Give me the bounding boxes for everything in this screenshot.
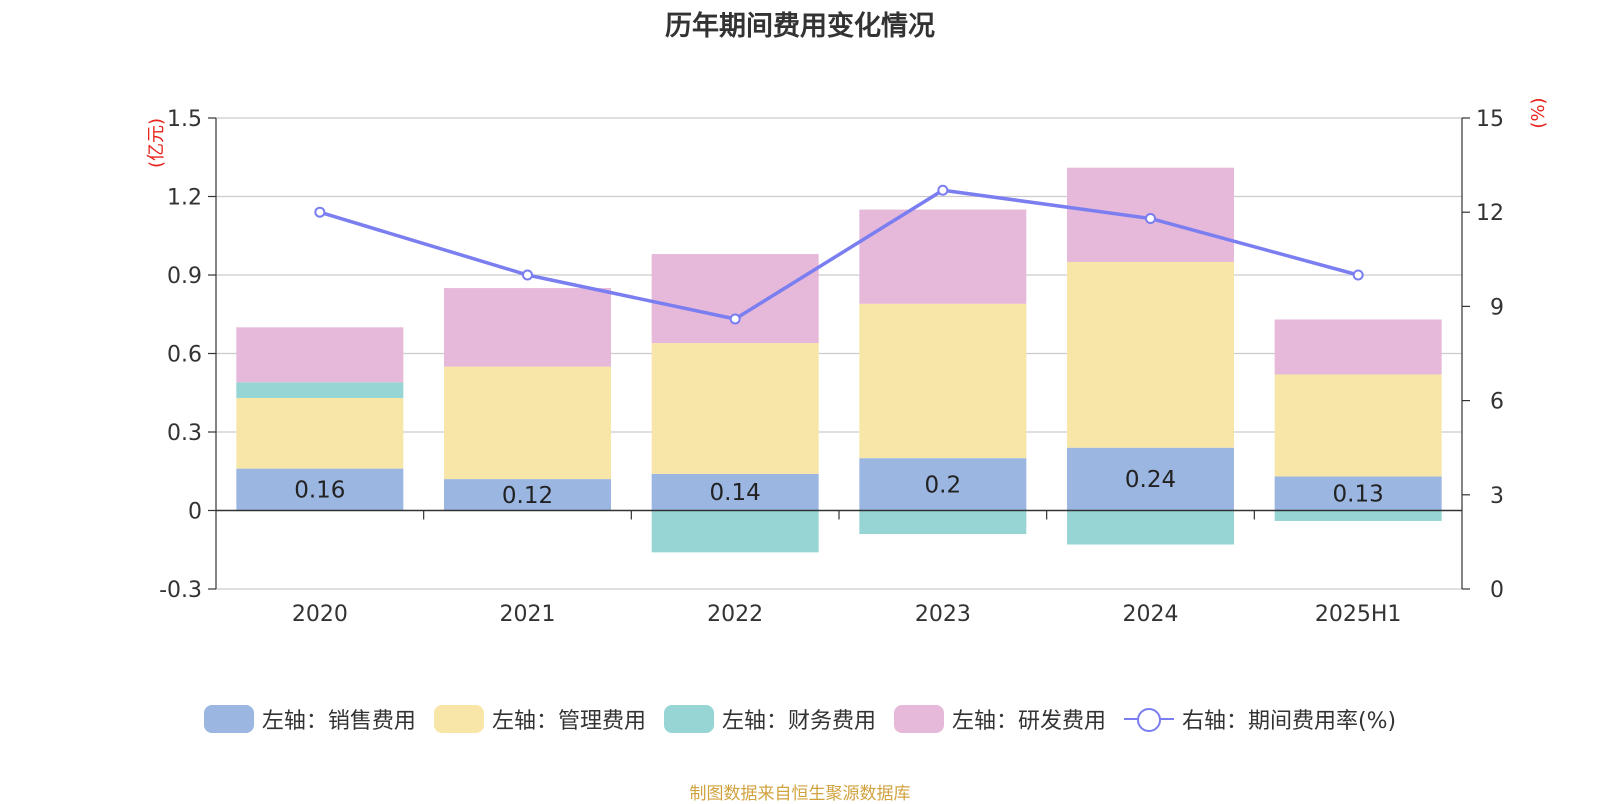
right-axis-tick-label: 6 bbox=[1490, 390, 1504, 415]
source-note: 制图数据来自恒生聚源数据库 bbox=[689, 784, 911, 804]
legend-label-admin: 左轴：管理费用 bbox=[491, 709, 646, 734]
left-axis-tick-label: 0.9 bbox=[167, 264, 202, 289]
bar-segment-1 bbox=[1067, 261, 1234, 448]
bar-segment-2 bbox=[1274, 510, 1442, 521]
right-axis-unit: (%) bbox=[1528, 97, 1549, 128]
right-axis-tick-label: 12 bbox=[1476, 201, 1504, 226]
bar-segment-2 bbox=[236, 382, 404, 398]
expense-rate-point bbox=[522, 269, 533, 281]
expense-rate-point bbox=[937, 184, 949, 196]
legend-label-expense-rate: 右轴：期间费用率(%) bbox=[1181, 709, 1397, 734]
data-label: 0.24 bbox=[1125, 467, 1176, 493]
legend-item-rnd[interactable]: 左轴：研发费用 bbox=[893, 703, 1106, 735]
legend-swatch-sales bbox=[203, 705, 254, 733]
legend-item-finance[interactable]: 左轴：财务费用 bbox=[663, 703, 876, 735]
left-axis-tick-label: 1.5 bbox=[167, 107, 202, 132]
chart-title: 历年期间费用变化情况 bbox=[665, 11, 935, 42]
x-axis-tick-label: 2020 bbox=[292, 602, 348, 627]
bar-segment-1 bbox=[859, 303, 1027, 459]
bar-segment-1 bbox=[236, 397, 404, 469]
left-axis-unit: (亿元) bbox=[146, 118, 167, 168]
x-axis-tick-label: 2024 bbox=[1123, 602, 1179, 627]
bar-segment-2 bbox=[1067, 510, 1234, 545]
bar-segment-1 bbox=[444, 366, 611, 480]
expense-rate-point bbox=[314, 206, 326, 218]
left-axis-tick-label: -0.3 bbox=[159, 578, 202, 603]
bar-segment-3 bbox=[651, 254, 819, 344]
x-axis-tick-label: 2023 bbox=[915, 602, 971, 627]
legend-label-finance: 左轴：财务费用 bbox=[721, 709, 876, 734]
legend-item-expense-rate[interactable]: 右轴：期间费用率(%) bbox=[1123, 703, 1397, 735]
data-label: 0.2 bbox=[925, 472, 962, 498]
legend-swatch-rnd bbox=[893, 705, 944, 733]
bar-segment-0 bbox=[236, 468, 404, 511]
x-axis-tick-label: 2022 bbox=[707, 602, 763, 627]
legend: 左轴：销售费用 左轴：管理费用 左轴：财务费用 左轴：研发费用 右轴：期间费用率… bbox=[0, 703, 1600, 735]
right-axis-tick-label: 3 bbox=[1490, 484, 1504, 509]
left-axis-tick-label: 0.3 bbox=[167, 421, 202, 446]
data-label: 0.12 bbox=[502, 483, 553, 509]
bar-segment-0 bbox=[1274, 476, 1442, 511]
bar-segment-3 bbox=[859, 209, 1027, 304]
right-axis-tick-label: 15 bbox=[1476, 107, 1504, 132]
data-label: 0.13 bbox=[1333, 481, 1384, 507]
bar-segment-3 bbox=[236, 327, 404, 383]
left-axis-tick-label: 0.6 bbox=[167, 343, 202, 368]
legend-line-marker-icon bbox=[1123, 705, 1174, 733]
bar-segment-0 bbox=[651, 473, 819, 511]
right-axis-tick-label: 0 bbox=[1490, 578, 1504, 603]
left-axis-tick-label: 1.2 bbox=[167, 186, 202, 211]
expense-rate-point bbox=[1352, 269, 1364, 281]
bar-segment-2 bbox=[651, 510, 819, 553]
data-label: 0.14 bbox=[710, 480, 761, 506]
legend-label-sales: 左轴：销售费用 bbox=[261, 709, 416, 734]
x-axis-tick-label: 2021 bbox=[500, 602, 556, 627]
bar-segment-0 bbox=[1067, 447, 1234, 511]
expense-rate-line bbox=[319, 188, 1359, 321]
bar-segment-0 bbox=[444, 479, 611, 511]
expense-rate-point bbox=[729, 313, 741, 325]
bar-segment-1 bbox=[1274, 374, 1442, 477]
x-axis-tick-label: 2025H1 bbox=[1315, 602, 1402, 627]
data-label: 0.16 bbox=[294, 478, 345, 504]
legend-label-rnd: 左轴：研发费用 bbox=[951, 709, 1106, 734]
right-axis-tick-label: 9 bbox=[1490, 295, 1504, 320]
expense-rate-point bbox=[1145, 212, 1156, 224]
legend-swatch-admin bbox=[433, 705, 484, 733]
left-axis-tick-label: 0 bbox=[188, 500, 202, 525]
bar-segment-0 bbox=[859, 458, 1027, 511]
legend-swatch-finance bbox=[663, 705, 714, 733]
legend-item-admin[interactable]: 左轴：管理费用 bbox=[433, 703, 646, 735]
bar-segment-2 bbox=[859, 510, 1027, 535]
bar-segment-3 bbox=[1274, 319, 1442, 375]
bar-segment-1 bbox=[651, 343, 819, 474]
bar-segment-3 bbox=[444, 288, 611, 367]
legend-item-sales[interactable]: 左轴：销售费用 bbox=[203, 703, 416, 735]
